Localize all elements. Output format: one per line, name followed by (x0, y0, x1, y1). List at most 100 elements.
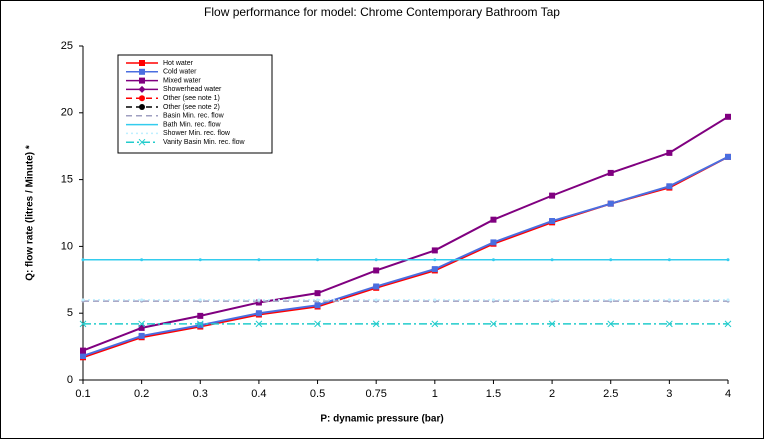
legend-marker (138, 85, 146, 93)
data-point (374, 258, 378, 262)
x-tick-label: 0.5 (310, 388, 325, 400)
series (81, 298, 730, 302)
data-point (667, 298, 671, 302)
data-point (374, 298, 378, 302)
series (81, 258, 730, 262)
legend-marker (139, 95, 145, 102)
data-point (138, 332, 145, 339)
data-point (373, 267, 380, 274)
data-point (373, 283, 380, 290)
data-point (255, 310, 262, 317)
series (79, 320, 732, 328)
data-point (725, 153, 731, 160)
x-tick-label: 2.5 (603, 388, 618, 400)
data-point (607, 169, 614, 176)
series-line (82, 155, 729, 357)
data-point (666, 320, 673, 328)
data-point (431, 320, 439, 328)
data-point (490, 320, 497, 328)
data-point (140, 258, 144, 262)
legend-marker (138, 138, 146, 146)
y-tick-label: 0 (67, 374, 73, 386)
data-point (491, 298, 495, 302)
y-tick-label: 25 (61, 40, 73, 52)
legend-label: Basin Min. rec. flow (163, 113, 225, 120)
legend-label: Bath Min. rec. flow (163, 121, 222, 128)
data-point (491, 258, 495, 262)
legend-label: Hot water (163, 60, 194, 67)
data-point (607, 200, 614, 207)
x-tick-label: 0.1 (75, 388, 90, 400)
y-tick-label: 15 (61, 174, 73, 186)
y-tick-label: 10 (61, 240, 73, 252)
data-point (314, 290, 321, 297)
data-point (316, 298, 320, 302)
data-point (431, 247, 438, 254)
legend-label: Mixed water (163, 77, 201, 84)
data-point (80, 347, 86, 354)
data-point (431, 266, 438, 273)
data-point (197, 322, 204, 329)
data-point (138, 320, 145, 328)
data-point (257, 258, 261, 262)
data-point (197, 312, 204, 319)
x-axis-label: P: dynamic pressure (bar) (320, 414, 443, 425)
legend-label: Showerhead water (163, 86, 222, 93)
chart-title: Flow performance for model: Chrome Conte… (204, 5, 560, 19)
data-point (255, 320, 263, 328)
x-tick-label: 1.5 (486, 388, 501, 400)
legend-marker (139, 60, 145, 66)
data-point (81, 258, 85, 262)
data-point (198, 298, 202, 302)
x-tick-label: 0.75 (365, 388, 386, 400)
data-point (314, 320, 321, 328)
data-point (490, 216, 497, 223)
data-point (314, 302, 321, 309)
data-point (196, 320, 204, 328)
data-point (490, 239, 497, 246)
data-point (725, 113, 731, 120)
data-point (140, 298, 144, 302)
data-point (607, 320, 615, 328)
x-tick-label: 0.2 (134, 388, 149, 400)
data-point (79, 320, 87, 328)
legend-label: Vanity Basin Min. rec. flow (163, 139, 246, 146)
legend-label: Other (see note 1) (163, 95, 220, 102)
data-point (316, 258, 320, 262)
x-tick-label: 0.3 (193, 388, 208, 400)
data-point (724, 320, 732, 328)
x-tick-label: 1 (432, 388, 438, 400)
x-tick-label: 4 (725, 388, 731, 400)
data-point (609, 258, 613, 262)
legend-marker (139, 104, 145, 110)
data-point (550, 298, 554, 302)
data-point (548, 320, 556, 328)
x-tick-label: 0.4 (251, 388, 266, 400)
x-tick-label: 3 (666, 388, 672, 400)
data-point (550, 258, 554, 262)
legend-marker (139, 68, 145, 75)
data-point (198, 258, 202, 262)
legend-label: Shower Min. rec. flow (163, 130, 231, 137)
y-axis-label: Q: flow rate (litres / Minute) * (25, 145, 36, 281)
data-point (257, 298, 261, 302)
legend-marker (139, 77, 145, 84)
data-point (433, 298, 437, 302)
data-point (81, 298, 85, 302)
data-point (80, 352, 86, 359)
legend-label: Cold water (163, 69, 197, 76)
data-point (667, 258, 671, 262)
data-point (433, 258, 437, 262)
data-point (609, 298, 613, 302)
y-tick-label: 5 (67, 307, 73, 319)
legend-label: Other (see note 2) (163, 104, 220, 111)
data-point (549, 192, 556, 199)
y-tick-label: 20 (61, 107, 73, 119)
data-point (666, 183, 673, 190)
x-tick-label: 2 (549, 388, 555, 400)
data-point (138, 324, 145, 331)
data-point (372, 320, 380, 328)
data-point (726, 258, 730, 262)
